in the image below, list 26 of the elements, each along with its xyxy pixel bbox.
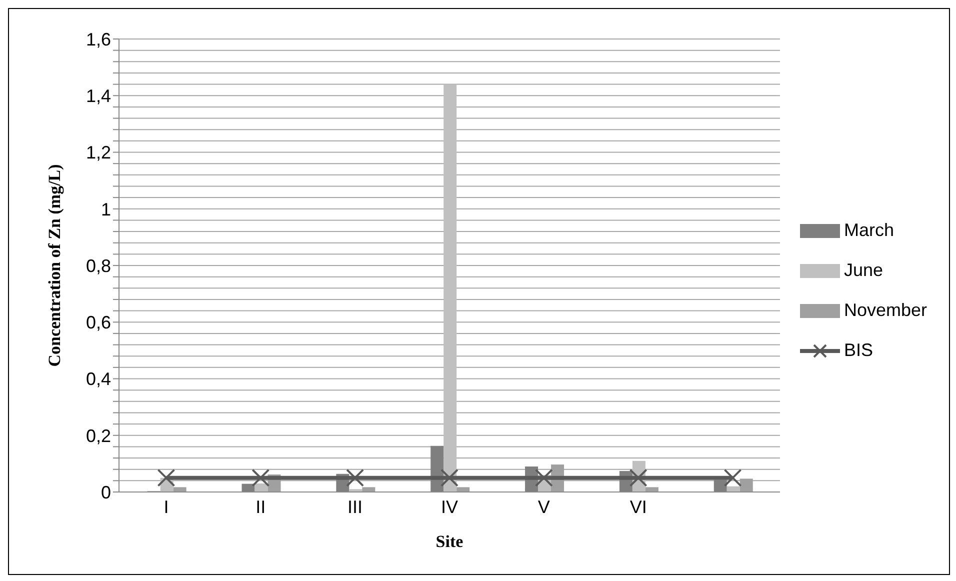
bar [444, 84, 457, 492]
y-tick-label: 1 [100, 199, 111, 220]
y-tick-label: 1,2 [86, 142, 111, 163]
bar [173, 487, 186, 492]
x-tick-label: I [164, 496, 169, 517]
y-tick-label: 1,4 [86, 86, 111, 106]
bar [362, 487, 376, 492]
y-tick-label: 1,6 [86, 29, 111, 50]
y-tick-label: 0,6 [86, 312, 111, 333]
legend-label: BIS [844, 340, 873, 361]
x-tick-label: VI [630, 496, 647, 517]
x-tick-label: V [538, 496, 550, 517]
y-tick-label: 0,8 [86, 256, 111, 276]
x-tick-label: III [348, 496, 363, 517]
legend-label: March [844, 220, 894, 241]
x-axis-title: Site [436, 532, 464, 551]
legend-label: November [844, 300, 927, 321]
bar [645, 487, 658, 492]
y-tick-label: 0,4 [86, 369, 111, 390]
legend-label: June [844, 260, 884, 281]
y-tick-label: 0 [100, 482, 111, 502]
x-tick-label: II [256, 496, 266, 517]
x-tick-label: IV [440, 496, 458, 517]
bar [456, 487, 470, 492]
y-tick-label: 0,2 [86, 426, 111, 446]
y-axis-title: Concentration of Zn (mg/L) [45, 164, 64, 367]
